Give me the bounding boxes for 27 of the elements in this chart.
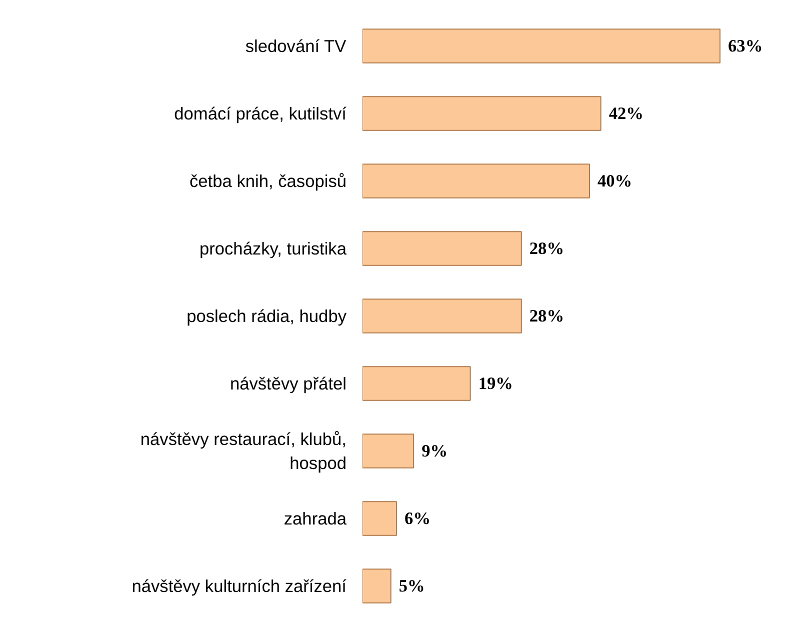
data-label: 28% (529, 239, 564, 258)
data-label: 19% (478, 374, 513, 393)
data-label: 42% (608, 104, 644, 123)
bar (362, 231, 522, 266)
bar (362, 366, 471, 401)
data-label: 9% (422, 442, 448, 460)
bar (362, 298, 522, 334)
y-tick-label: sledování TV (245, 36, 347, 56)
data-label: 40% (597, 172, 632, 190)
bar (362, 164, 590, 198)
y-tick-label: zahrada (284, 508, 347, 528)
data-label: 5% (398, 576, 425, 596)
bar (362, 96, 602, 131)
bar (362, 434, 414, 468)
y-tick-label: návštěvy restaurací, klubů, hospod (140, 429, 347, 473)
y-tick-label: četba knih, časopisů (189, 171, 347, 191)
y-tick-label: poslech rádia, hudby (186, 306, 347, 326)
data-label: 63% (728, 36, 763, 56)
y-tick-label: domácí práce, kutilství (174, 104, 347, 124)
data-label: 6% (404, 509, 431, 528)
y-tick-label: návštěvy kulturních zařízení (132, 576, 347, 596)
y-tick-label: procházky, turistika (199, 238, 347, 258)
bar (362, 501, 398, 536)
data-label: 28% (529, 306, 564, 326)
bar (362, 568, 392, 604)
y-tick-label: návštěvy přátel (230, 374, 347, 394)
bar (362, 28, 720, 64)
